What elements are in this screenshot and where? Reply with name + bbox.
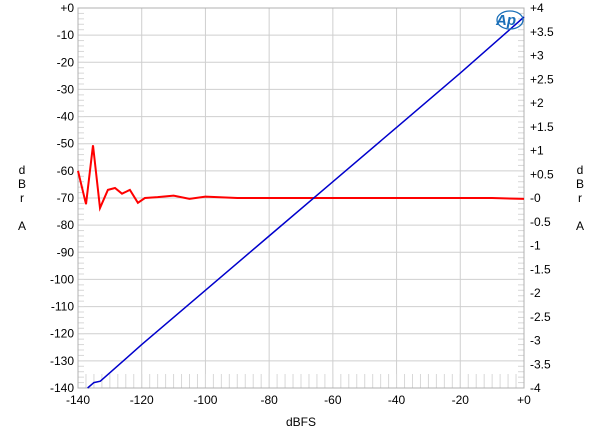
y-left-tick-label: +0 (60, 1, 74, 15)
y-right-tick-label: -4 (530, 381, 541, 395)
svg-text:Ap: Ap (495, 12, 516, 29)
y-left-tick-label: -120 (50, 327, 74, 341)
y-axis-label-char: d (577, 163, 584, 177)
x-tick-label: -120 (130, 393, 154, 407)
y-axis-label-char: B (18, 177, 26, 191)
y-axis-label-char: A (18, 219, 26, 233)
y-axis-label-char: r (20, 191, 24, 205)
y-right-tick-label: -3 (530, 334, 541, 348)
y-right-tick-label: -1 (530, 239, 541, 253)
series-0 (77, 145, 525, 212)
ap-logo-icon: Ap (495, 10, 524, 30)
y-left-tick-label: -80 (57, 218, 75, 232)
x-tick-label: -80 (260, 393, 278, 407)
y-right-tick-label: -0.5 (530, 215, 551, 229)
data-series (77, 16, 525, 389)
y-left-tick-label: -90 (57, 245, 75, 259)
y-left-tick-label: -20 (57, 55, 75, 69)
y-right-tick-label: -2 (530, 286, 541, 300)
y-left-tick-label: -130 (50, 354, 74, 368)
x-tick-label: -100 (193, 393, 217, 407)
x-axis-label: dBFS (286, 415, 316, 429)
y-axis-label-char: B (576, 177, 584, 191)
y-right-tick-label: -2.5 (530, 310, 551, 324)
y-left-tick-label: -10 (57, 28, 75, 42)
y-right-tick-label: +3 (530, 49, 544, 63)
y-right-tick-label: +0.5 (530, 167, 554, 181)
minor-ticks (77, 7, 525, 389)
y-axis-label-char: r (578, 191, 582, 205)
y-right-tick-label: +3.5 (530, 25, 554, 39)
y-right-tick-label: -1.5 (530, 262, 551, 276)
y-left-tick-label: -60 (57, 164, 75, 178)
y-axis-left-ticks: +0 -10 -20 -30 -40 -50 -60 -70 -80 -90 -100 -110 -12… (50, 1, 74, 395)
y-left-tick-label: -110 (51, 300, 74, 314)
x-axis-ticks: -140 -120 -100 -80 -60 -40 -20 +0 (66, 393, 531, 407)
y-left-tick-label: -100 (50, 272, 74, 286)
y-left-tick-label: -140 (50, 381, 74, 395)
y-axis-label-char: d (19, 163, 26, 177)
x-tick-label: -20 (452, 393, 470, 407)
y-left-tick-label: -30 (57, 82, 75, 96)
y-right-tick-label: +1.5 (530, 120, 554, 134)
y-right-tick-label: +1 (530, 144, 544, 158)
x-tick-label: -40 (388, 393, 406, 407)
y-axis-label-char: A (576, 219, 584, 233)
y-right-tick-label: +2.5 (530, 72, 554, 86)
series-1 (87, 16, 525, 389)
x-tick-label: -60 (324, 393, 342, 407)
y-right-tick-label: -3.5 (530, 357, 551, 371)
x-tick-label: +0 (517, 393, 531, 407)
x-tick-label: -140 (66, 393, 90, 407)
y-left-tick-label: -70 (57, 191, 75, 205)
y-right-tick-label: +2 (530, 96, 544, 110)
y-left-tick-label: -50 (57, 137, 75, 151)
y-axis-right-ticks: +4 +3.5 +3 +2.5 +2 +1.5 +1 +0.5 -0 -0.5 -1 -1.5 -2 -2… (530, 1, 554, 395)
y-right-tick-label: -0 (530, 191, 541, 205)
y-right-tick-label: +4 (530, 1, 544, 15)
y-left-tick-label: -40 (57, 110, 75, 124)
